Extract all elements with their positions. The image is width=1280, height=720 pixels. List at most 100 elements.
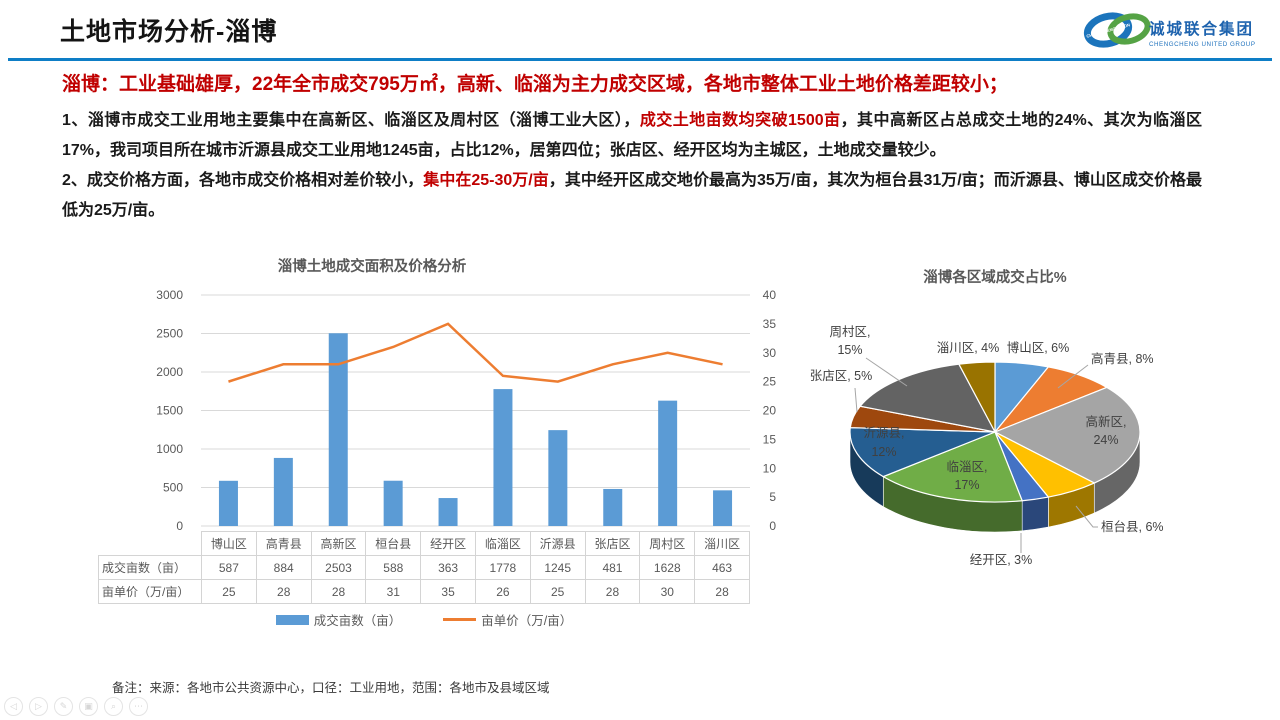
logo-cn-text: 诚城联合集团 — [1149, 19, 1254, 38]
left-axis-tick: 1500 — [156, 404, 183, 418]
legend-bar-label: 成交亩数（亩） — [313, 614, 402, 628]
value-cell: 2503 — [310, 555, 367, 580]
pie-label-value-沂源县: 12% — [871, 445, 896, 459]
category-cell: 经开区 — [420, 531, 476, 556]
headline: 淄博：工业基础雄厚，22年全市成交795万㎡，高新、临淄为主力成交区域，各地市整… — [62, 74, 1008, 95]
table-stub-cell — [99, 532, 202, 556]
chart-legend: 成交亩数（亩） 亩单价（万/亩） — [98, 610, 750, 629]
body-text: ，其中经开区成交地价最高为35万/亩，其次为桓台县31万/亩；而沂源县、博山区成… — [62, 172, 1202, 219]
left-axis-tick: 0 — [176, 519, 183, 533]
pie-chart-title: 淄博各区域成交占比% — [923, 270, 1067, 286]
more-options-icon[interactable]: ⋯ — [129, 697, 148, 716]
right-axis-tick: 30 — [763, 346, 777, 360]
table-row: 成交亩数（亩） 587 884 2503 588 363 1778 1245 481 1628 46… — [98, 555, 750, 580]
logo-ring-blue — [1083, 12, 1133, 48]
body-text: ，其中高新区占总成交土地的24%、其次为临淄区17%，我司项目所在城市沂源县成交… — [62, 112, 1202, 159]
category-cell: 临淄区 — [474, 531, 531, 556]
next-slide-icon[interactable]: ▷ — [29, 697, 48, 716]
pie-label-博山区: 博山区, 6% — [1007, 340, 1070, 355]
legend-bar-swatch — [275, 614, 309, 625]
highlight-text: 集中在25-30万/亩 — [423, 172, 549, 189]
value-cell: 28 — [694, 579, 750, 604]
zoom-icon[interactable]: ⌕ — [104, 697, 123, 716]
slide-panel-icon[interactable]: ▣ — [79, 697, 98, 716]
value-cell: 588 — [365, 555, 422, 580]
right-axis-tick: 25 — [763, 375, 777, 389]
body-text: 1、淄博市成交工业用地主要集中在高新区、临淄区及周村区（淄博工业大区）， — [62, 112, 640, 129]
category-cell: 沂源县 — [529, 531, 586, 556]
value-cell: 1628 — [639, 555, 696, 580]
chart-data-table: 博山区 高青县 高新区 桓台县 经开区 临淄区 沂源县 张店区 周村区 淄川区 成交亩数（亩） 587… — [98, 531, 750, 604]
value-cell: 25 — [201, 579, 257, 604]
table-row: 亩单价（万/亩） 25 28 28 31 35 26 25 28 30 28 — [98, 579, 750, 604]
bar-临淄区 — [493, 389, 513, 526]
legend-line-swatch — [443, 618, 477, 621]
previous-slide-icon[interactable]: ◁ — [4, 697, 23, 716]
body-text: 2、成交价格方面，各地市成交价格相对差价较小， — [62, 172, 424, 189]
row-label-cell: 亩单价（万/亩） — [98, 579, 202, 604]
value-cell: 31 — [365, 579, 422, 604]
pie-label-淄川区: 淄川区, 4% — [937, 341, 1000, 355]
category-cell: 周村区 — [639, 531, 696, 556]
pie-slice-沂源县 — [849, 426, 996, 478]
pie-label-经开区: 经开区, 3% — [970, 553, 1033, 567]
value-cell: 587 — [201, 555, 257, 580]
logo-ring-green — [1107, 13, 1151, 45]
pie-label-沂源县: 沂源县, — [864, 426, 905, 440]
logo-en-text: CHENGCHENG UNITED GROUP — [1149, 41, 1256, 48]
pie-chart: 博山区, 6% 高青县, 8% 高新区, 24% 桓台县, 6% 经开区, 3% 临淄区, 1… — [810, 325, 1164, 567]
presenter-toolbar: ◁ ▷ ✎ ▣ ⌕ ⋯ — [4, 697, 148, 716]
paragraph: 1、淄博市成交工业用地主要集中在高新区、临淄区及周村区（淄博工业大区），成交土地… — [62, 106, 1202, 166]
right-axis-tick: 35 — [763, 317, 777, 331]
legend-line-label: 亩单价（万/亩） — [481, 614, 573, 628]
table-header-row: 博山区 高青县 高新区 桓台县 经开区 临淄区 沂源县 张店区 周村区 淄川区 — [99, 531, 750, 556]
value-cell: 481 — [584, 555, 641, 580]
pie-slice-临淄区 — [881, 431, 1024, 503]
combo-chart: 0 500 1000 1500 2000 2500 3000 0 5 10 15 20 25 30 35 40 — [156, 288, 777, 533]
category-cell: 高青县 — [255, 531, 312, 556]
value-cell: 884 — [255, 555, 312, 580]
body-paragraphs: 1、淄博市成交工业用地主要集中在高新区、临淄区及周村区（淄博工业大区），成交土地… — [62, 106, 1202, 226]
bar-桓台县 — [383, 480, 403, 526]
page-title: 土地市场分析-淄博 — [60, 18, 278, 46]
pie-label-value-高新区: 24% — [1093, 433, 1118, 447]
pen-icon[interactable]: ✎ — [54, 697, 73, 716]
value-cell: 1245 — [529, 555, 586, 580]
bar-淄川区 — [713, 490, 733, 526]
pie-label-张店区: 张店区, 5% — [810, 368, 873, 383]
pie-slice-高新区 — [993, 386, 1141, 484]
pie-label-value-临淄区: 17% — [954, 478, 979, 492]
bar-高青县 — [273, 457, 293, 526]
value-cell: 1778 — [474, 555, 531, 580]
value-cell: 30 — [639, 579, 696, 604]
bar-沂源县 — [548, 430, 568, 526]
bar-张店区 — [603, 488, 623, 526]
pie-slice-淄川区 — [958, 361, 996, 433]
right-axis-tick: 5 — [769, 490, 776, 504]
price-line-series — [228, 322, 723, 383]
pie-depth-经开区 — [1021, 496, 1049, 532]
value-cell: 28 — [255, 579, 312, 604]
bar-博山区 — [218, 480, 238, 526]
leader-line-桓台县 — [1075, 505, 1098, 528]
value-cell: 363 — [420, 555, 476, 580]
left-axis-tick: 2500 — [156, 327, 183, 341]
category-cell: 淄川区 — [694, 531, 750, 556]
leader-line-张店区 — [854, 387, 858, 413]
highlight-text: 成交土地亩数均突破1500亩 — [639, 112, 841, 129]
category-cell: 桓台县 — [365, 531, 422, 556]
pie-label-桓台县: 桓台县, 6% — [1101, 519, 1164, 534]
category-cell: 博山区 — [201, 531, 257, 556]
left-axis-tick: 2000 — [156, 365, 183, 379]
right-axis-tick: 10 — [763, 461, 777, 475]
pie-label-临淄区: 临淄区, — [947, 460, 988, 474]
combo-chart-title: 淄博土地成交面积及价格分析 — [277, 259, 467, 275]
pie-label-周村区: 周村区, — [830, 325, 871, 339]
legend-item-area: 成交亩数（亩） — [275, 610, 402, 629]
value-cell: 25 — [529, 579, 586, 604]
company-logo: CHENGCHENG UNION 诚城联合集团 CHENGCHENG UNITE… — [1083, 12, 1256, 48]
bar-高新区 — [328, 333, 348, 526]
right-axis-tick: 40 — [763, 288, 777, 302]
value-cell: 35 — [420, 579, 476, 604]
